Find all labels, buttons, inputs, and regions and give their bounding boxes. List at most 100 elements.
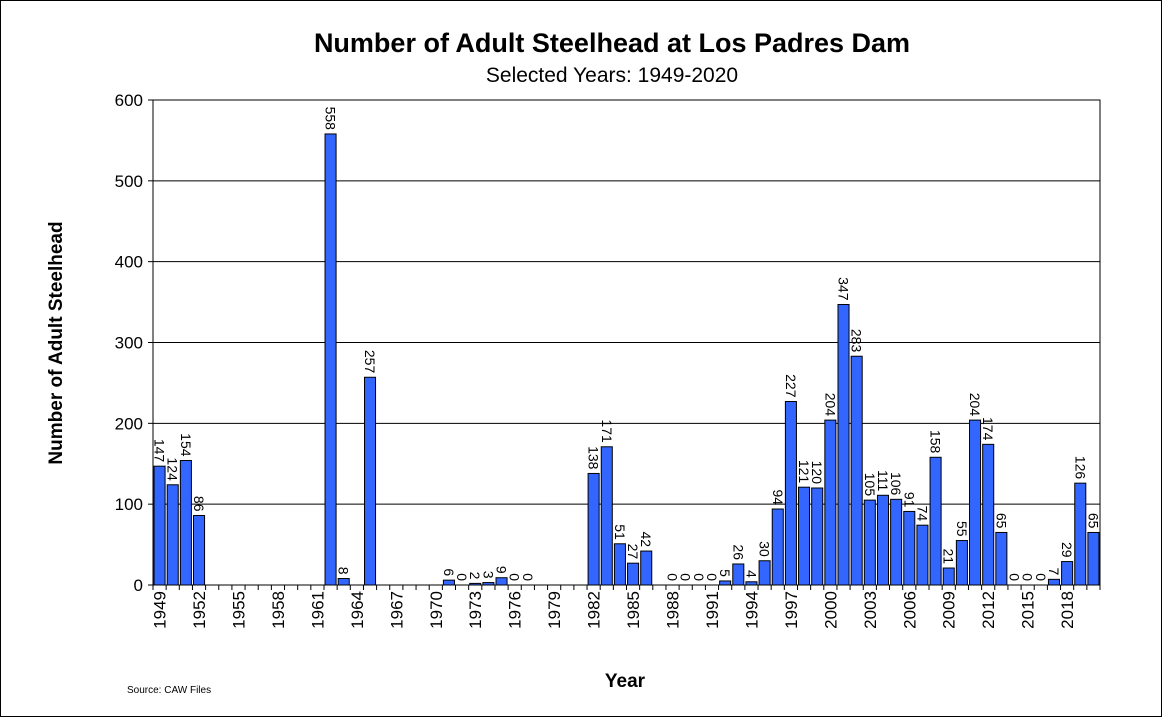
bar	[745, 581, 758, 586]
bar	[771, 508, 784, 586]
value-label: 91	[901, 492, 917, 508]
value-label: 0	[507, 573, 523, 581]
bar	[442, 579, 455, 586]
value-label: 86	[191, 496, 207, 512]
x-tick-label: 1967	[387, 591, 406, 629]
value-label: 4	[743, 570, 759, 578]
value-label: 0	[1007, 573, 1023, 581]
x-tick-label: 1997	[782, 591, 801, 629]
x-tick-label: 1970	[427, 591, 446, 629]
bar	[363, 376, 377, 586]
bar	[166, 484, 179, 586]
value-label: 0	[691, 573, 707, 581]
value-label: 558	[323, 107, 339, 131]
x-tick-label: 1976	[506, 591, 525, 629]
y-tick-label: 200	[115, 414, 143, 433]
chart-title: Number of Adult Steelhead at Los Padres …	[314, 28, 910, 58]
x-tick-label: 1979	[545, 591, 564, 629]
value-label: 120	[809, 461, 825, 485]
value-label: 204	[822, 393, 838, 417]
value-label: 51	[612, 524, 628, 540]
value-label: 27	[625, 544, 641, 560]
value-label: 0	[704, 573, 720, 581]
value-label: 65	[1085, 513, 1101, 529]
value-label: 0	[520, 573, 536, 581]
y-tick-label: 400	[115, 253, 143, 272]
value-label: 147	[152, 439, 168, 463]
bar	[942, 567, 955, 586]
value-label: 158	[928, 430, 944, 454]
bar	[613, 543, 626, 586]
y-tick-label: 100	[115, 495, 143, 514]
bar	[758, 560, 771, 586]
value-label: 29	[1059, 542, 1075, 558]
value-label: 126	[1072, 456, 1088, 480]
y-tick-label: 300	[115, 334, 143, 353]
value-label: 171	[599, 419, 615, 443]
y-tick-label: 600	[115, 91, 143, 110]
value-label: 6	[441, 568, 457, 576]
bar	[1061, 561, 1074, 586]
value-label: 0	[454, 573, 470, 581]
y-tick-label: 500	[115, 172, 143, 191]
x-tick-label: 1985	[624, 591, 643, 629]
value-label: 26	[730, 544, 746, 560]
x-tick-label: 2000	[821, 591, 840, 629]
x-tick-label: 2003	[861, 591, 880, 629]
bar	[193, 514, 206, 586]
x-tick-label: 1964	[348, 591, 367, 629]
value-label: 30	[757, 541, 773, 557]
bar	[890, 498, 903, 586]
x-tick-label: 2018	[1058, 591, 1077, 629]
bar	[955, 540, 968, 586]
value-label: 42	[638, 531, 654, 547]
bar	[179, 460, 192, 586]
x-tick-label: 1955	[229, 591, 248, 629]
bar	[337, 578, 350, 586]
value-label: 8	[336, 567, 352, 575]
value-label: 0	[1020, 573, 1036, 581]
x-tick-label: 2009	[940, 591, 959, 629]
x-tick-label: 2006	[900, 591, 919, 629]
value-label: 0	[678, 573, 694, 581]
bar	[495, 577, 508, 586]
bar	[469, 582, 482, 586]
bar	[153, 465, 166, 586]
value-label: 55	[954, 521, 970, 537]
bar	[850, 355, 863, 586]
value-label: 3	[480, 571, 496, 579]
value-label: 138	[586, 446, 602, 470]
bar	[324, 133, 337, 586]
bar	[732, 563, 745, 586]
value-label: 5	[717, 569, 733, 577]
bar	[811, 487, 824, 586]
value-label: 21	[941, 548, 957, 564]
value-label: 283	[849, 329, 865, 353]
value-label: 9	[494, 566, 510, 574]
x-tick-label: 1991	[703, 591, 722, 629]
bar	[627, 562, 640, 586]
value-label: 111	[875, 470, 891, 491]
bar	[1087, 531, 1100, 586]
x-tick-label: 1952	[190, 591, 209, 629]
value-label: 154	[178, 433, 194, 457]
bar	[837, 304, 850, 586]
bar	[863, 499, 876, 586]
value-label: 174	[980, 417, 996, 441]
bar	[798, 486, 811, 586]
bar	[719, 580, 732, 586]
value-label: 2	[467, 572, 483, 580]
bar	[482, 582, 495, 586]
x-tick-label: 1949	[151, 591, 170, 629]
value-label: 257	[362, 350, 378, 374]
chart-subtitle: Selected Years: 1949-2020	[486, 64, 738, 87]
x-tick-label: 1982	[585, 591, 604, 629]
bar	[982, 443, 995, 586]
x-tick-label: 1994	[742, 591, 761, 629]
bar	[640, 550, 653, 586]
x-tick-label: 1973	[466, 591, 485, 629]
bar	[1047, 578, 1060, 586]
value-label: 227	[783, 374, 799, 398]
y-axis-label: Number of Adult Steelhead	[46, 221, 67, 464]
y-tick-label: 0	[134, 576, 143, 595]
